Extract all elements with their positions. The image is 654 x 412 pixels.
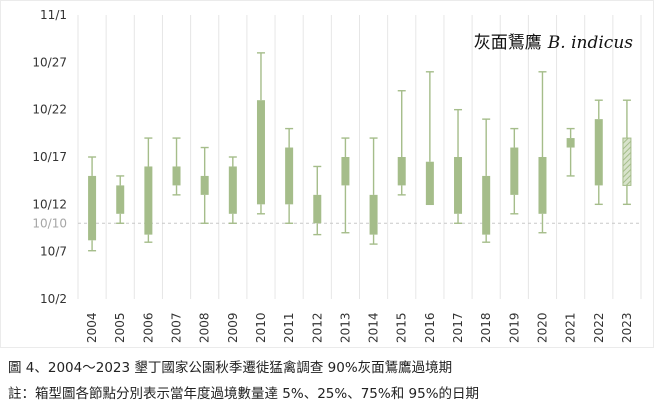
x-tick-label: 2019 [507,312,521,343]
box-iqr [313,194,322,224]
figure-note: 註：箱型圖各節點分別表示當年度過境數量達 5%、25%、75%和 95%的日期 [8,386,480,402]
box-2008 [200,146,209,224]
x-tick-label: 2015 [395,312,409,343]
box-2005 [116,175,125,224]
box-iqr [425,161,434,205]
box-2021 [566,127,575,177]
x-tick-label: 2016 [423,312,437,343]
x-tick-label: 2007 [170,312,184,343]
box-2004 [88,156,97,252]
y-tick-label: 11/1 [40,8,67,22]
box-iqr [144,166,153,235]
box-iqr [256,100,265,205]
y-axis-labels: 10/2 10/7 10/12 10/17 10/22 10/27 11/1 10/10 [32,8,67,306]
box-2009 [228,156,237,224]
box-iqr [622,137,632,186]
box-2016 [425,71,434,206]
box-iqr [88,175,97,241]
y-tick-label: 10/2 [40,292,67,306]
box-2007 [172,137,181,196]
box-2022 [594,99,603,206]
chart-frame: 10/2 10/7 10/12 10/17 10/22 10/27 11/1 10/10 20… [0,0,654,348]
box-2013 [341,137,350,234]
x-tick-label: 2010 [254,312,268,343]
box-2018 [482,118,491,243]
x-tick-label: 2008 [198,312,212,343]
box-iqr [369,194,378,235]
box-iqr [594,119,603,186]
x-tick-label: 2020 [535,312,549,343]
x-tick-label: 2011 [282,312,296,343]
y-tick-label: 10/7 [40,245,67,259]
chart-title-main: 灰面鵟鷹 [474,32,542,53]
box-2011 [285,127,294,224]
box-iqr [482,175,491,235]
box-iqr [200,175,209,195]
box-plot-chart: 10/2 10/7 10/12 10/17 10/22 10/27 11/1 10/10 20… [32,8,642,343]
box-2014 [369,137,378,245]
box-iqr [285,147,294,205]
box-layer [88,52,632,252]
reference-label: 10/10 [32,216,67,230]
y-tick-label: 10/27 [32,55,67,69]
box-2020 [538,71,547,234]
box-iqr [510,147,519,195]
box-iqr [454,157,463,214]
x-tick-label: 2009 [226,312,240,343]
x-tick-label: 2004 [85,312,99,343]
figure-caption: 圖 4、2004～2023 墾丁國家公園秋季遷徙猛禽調查 90%灰面鵟鷹過境期 [8,360,453,376]
chart-title: 灰面鵟鷹 B. indicus [474,32,633,53]
y-tick-label: 10/22 [32,103,67,117]
box-iqr [341,157,350,186]
x-tick-label: 2018 [479,312,493,343]
chart-title-italic: B. indicus [547,33,633,53]
box-2019 [510,127,519,215]
x-tick-label: 2014 [367,312,381,343]
y-tick-label: 10/12 [32,197,67,211]
box-iqr [397,157,406,186]
box-iqr [566,138,575,148]
box-iqr [228,166,237,214]
box-2017 [454,108,463,224]
x-tick-label: 2005 [113,312,127,343]
y-tick-label: 10/17 [32,150,67,164]
x-tick-label: 2021 [564,312,578,343]
box-2012 [313,165,322,236]
x-tick-label: 2017 [451,312,465,343]
x-axis-labels: 2004 2005 2006 2007 2008 2009 2010 2011 2012 2013… [85,312,634,343]
box-2015 [397,90,406,196]
x-tick-label: 2023 [620,312,634,343]
grid-layer [77,15,642,299]
box-2023 [622,99,632,206]
box-2010 [256,52,265,215]
box-iqr [538,157,547,214]
x-tick-label: 2022 [592,312,606,343]
box-iqr [116,185,125,214]
x-tick-label: 2012 [310,312,324,343]
x-tick-label: 2006 [141,312,155,343]
x-tick-label: 2013 [338,312,352,343]
box-iqr [172,166,181,186]
box-2006 [144,137,153,243]
